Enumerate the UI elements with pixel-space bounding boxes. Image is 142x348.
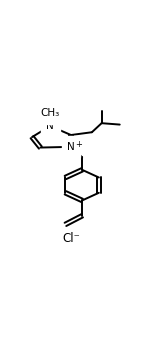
Text: N: N [46,121,54,131]
Text: +: + [75,140,82,149]
Text: Cl⁻: Cl⁻ [62,231,80,245]
Text: CH₃: CH₃ [40,109,60,118]
Text: N: N [67,142,75,152]
